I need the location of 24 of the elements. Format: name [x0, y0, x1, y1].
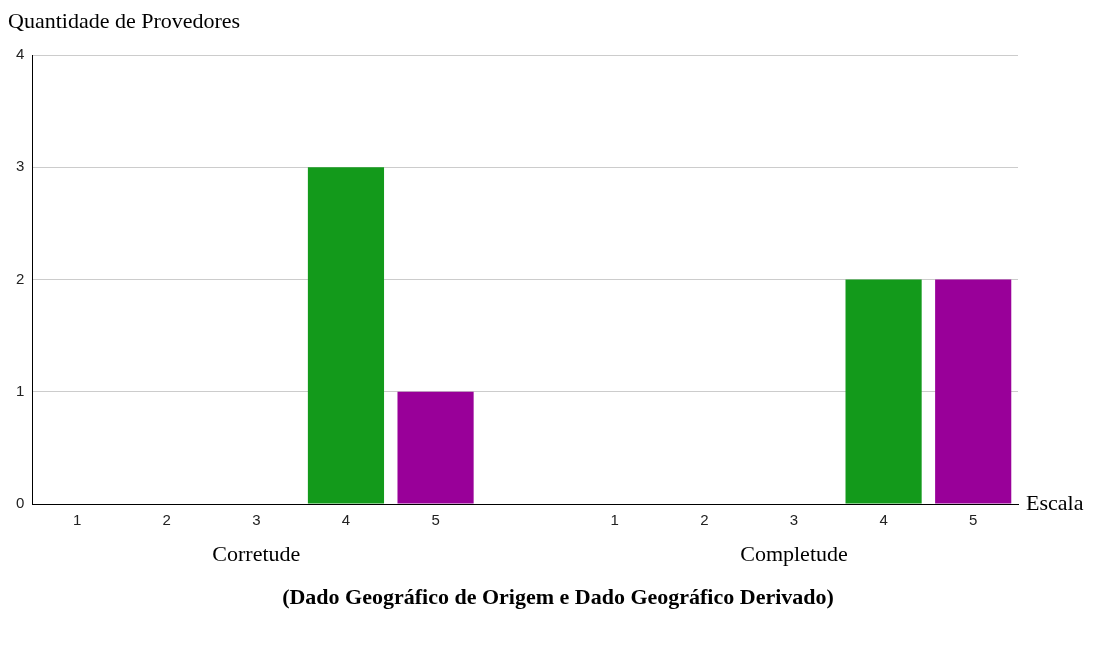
x-tick-label: 2: [700, 511, 709, 529]
x-tick-label: 5: [969, 511, 978, 529]
x-tick-label: 3: [789, 511, 799, 529]
x-tick-label: 1: [72, 511, 82, 529]
x-tick-label: 4: [341, 511, 351, 529]
y-tick-label: 1: [16, 381, 25, 399]
x-tick-label: 3: [252, 511, 261, 529]
text: Completude: [740, 540, 848, 566]
y-tick-label: 3: [16, 157, 25, 175]
bar: [307, 167, 385, 504]
bar: [397, 391, 474, 504]
text: (Dado Geográfico de Origem e Dado Geográfico Derivado): [281, 584, 835, 610]
y-axis-title: Quantidade de Provedores: [8, 8, 242, 34]
bar: [935, 279, 1012, 504]
x-tick-label: 1: [610, 511, 619, 529]
y-tick-label: 0: [16, 494, 25, 512]
y-tick-label: 2: [16, 269, 25, 287]
bar: [845, 279, 922, 504]
y-tick-label: 4: [16, 45, 25, 63]
text: Corretude: [212, 540, 301, 566]
x-tick-label: 4: [879, 511, 888, 529]
x-tick-label: 2: [162, 511, 171, 529]
x-tick-label: 5: [431, 511, 440, 529]
x-axis-title: Escala: [1026, 489, 1084, 515]
